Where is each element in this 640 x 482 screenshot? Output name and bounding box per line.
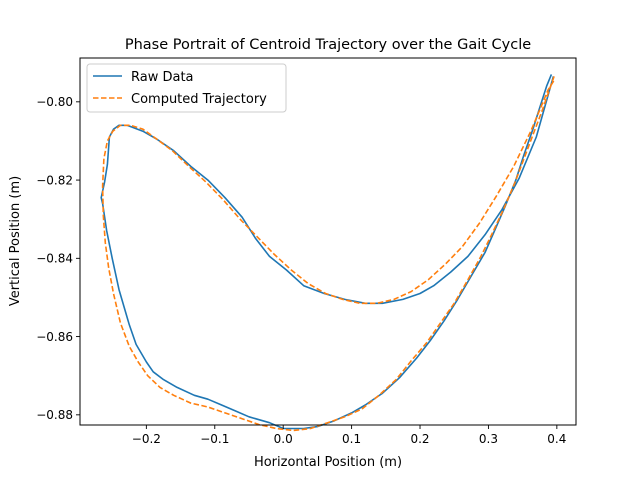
legend-box — [86, 63, 287, 113]
x-tick-label: 0.4 — [547, 432, 566, 446]
chart-title: Phase Portrait of Centroid Trajectory ov… — [125, 37, 531, 53]
x-tick-label: 0.3 — [479, 432, 498, 446]
x-tick-label: −0.1 — [200, 432, 229, 446]
x-tick-label: 0.2 — [410, 432, 429, 446]
y-tick-label: −0.88 — [36, 408, 73, 422]
x-tick-label: −0.2 — [132, 432, 161, 446]
x-tick-label: 0.0 — [274, 432, 293, 446]
y-axis-label: Vertical Position (m) — [8, 176, 23, 306]
y-tick-label: −0.82 — [36, 173, 73, 187]
series-layer — [100, 74, 555, 432]
y-axis-ticks: −0.88 −0.86 −0.84 −0.82 −0.80 — [36, 95, 80, 422]
legend-label-computed-trajectory: Computed Trajectory — [131, 92, 267, 107]
y-tick-label: −0.86 — [36, 330, 73, 344]
x-tick-label: 0.1 — [342, 432, 361, 446]
plot-frame — [79, 57, 577, 426]
y-tick-label: −0.80 — [36, 95, 73, 109]
series-line-computed-trajectory — [101, 76, 555, 432]
legend-label-raw-data: Raw Data — [131, 70, 194, 85]
x-axis-ticks: −0.2 −0.1 0.0 0.1 0.2 0.3 0.4 — [132, 425, 566, 446]
series-line-raw-data — [100, 74, 555, 430]
y-tick-label: −0.84 — [36, 252, 73, 266]
legend: Raw Data Computed Trajectory — [86, 63, 287, 113]
x-axis-label: Horizontal Position (m) — [254, 455, 402, 470]
plot-area — [80, 58, 576, 425]
